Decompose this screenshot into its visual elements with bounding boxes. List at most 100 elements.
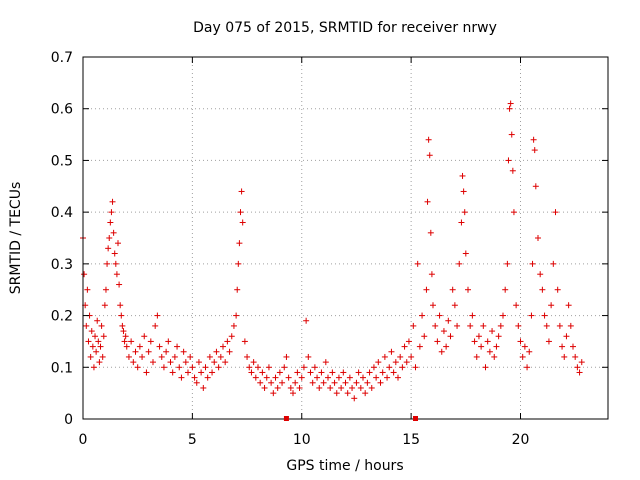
data-point: [118, 312, 125, 319]
data-point: [176, 364, 183, 371]
axis-markers: [283, 416, 418, 421]
data-point: [454, 322, 461, 329]
data-point: [113, 271, 120, 278]
data-point: [307, 369, 314, 376]
data-point: [305, 353, 312, 360]
data-point: [539, 286, 546, 293]
axis-marker: [283, 416, 289, 421]
data-point: [147, 338, 154, 345]
data-point: [505, 157, 512, 164]
data-point: [325, 374, 331, 381]
data-point: [436, 312, 443, 319]
data-point: [123, 343, 130, 350]
data-point: [134, 364, 141, 371]
data-point: [314, 374, 321, 381]
data-point: [187, 353, 194, 360]
data-point: [117, 302, 124, 309]
data-point: [158, 353, 165, 360]
data-point: [143, 369, 150, 376]
data-point: [405, 338, 412, 345]
data-point: [145, 348, 152, 355]
data-point: [160, 364, 167, 371]
data-point: [381, 353, 388, 360]
data-point: [349, 384, 356, 391]
data-point: [504, 260, 511, 267]
data-point: [412, 364, 419, 371]
data-point: [226, 348, 233, 355]
data-point: [478, 343, 485, 350]
data-point: [459, 172, 466, 179]
data-point: [156, 343, 163, 350]
data-point: [198, 369, 205, 376]
data-point: [495, 333, 502, 340]
data-point: [84, 286, 91, 293]
y-tick-label: 0.6: [51, 102, 73, 118]
x-tick-label: 0: [79, 432, 88, 448]
data-point: [379, 369, 386, 376]
data-point: [513, 302, 520, 309]
data-point: [303, 317, 310, 324]
data-point: [180, 348, 187, 355]
x-tick-label: 5: [188, 432, 197, 448]
data-point: [368, 384, 375, 391]
data-point: [178, 374, 185, 381]
data-point: [96, 359, 103, 366]
data-point: [460, 188, 467, 195]
data-point: [270, 390, 277, 397]
data-point: [556, 322, 563, 329]
data-point: [318, 369, 325, 376]
data-point: [486, 348, 493, 355]
data-point: [340, 369, 347, 376]
data-point: [399, 364, 406, 371]
data-point: [344, 390, 351, 397]
data-point: [217, 353, 224, 360]
data-point: [263, 374, 270, 381]
data-point: [290, 390, 296, 397]
data-point: [574, 364, 581, 371]
data-point: [510, 209, 517, 216]
data-point: [362, 390, 369, 397]
data-point: [128, 338, 135, 345]
data-point: [90, 364, 97, 371]
data-point: [421, 333, 428, 340]
grid-lines: [83, 57, 608, 419]
data-point: [403, 359, 410, 366]
data-point: [276, 369, 283, 376]
data-point: [228, 333, 235, 340]
data-point: [152, 322, 159, 329]
data-point: [473, 353, 480, 360]
data-point: [213, 348, 220, 355]
data-point: [139, 353, 146, 360]
data-point: [189, 364, 196, 371]
data-point: [274, 384, 281, 391]
x-tick-label: 15: [402, 432, 420, 448]
data-point: [335, 374, 342, 381]
data-point: [377, 379, 384, 386]
data-point: [200, 384, 207, 391]
data-point: [469, 312, 476, 319]
data-point: [447, 333, 454, 340]
data-point: [154, 312, 161, 319]
data-point: [233, 312, 240, 319]
y-tick-label: 0: [64, 412, 73, 428]
data-point: [120, 328, 127, 335]
data-point: [529, 260, 536, 267]
data-point: [99, 353, 106, 360]
y-tick-label: 0.2: [51, 309, 73, 325]
data-point: [480, 322, 487, 329]
data-point: [246, 364, 253, 371]
data-point: [85, 338, 92, 345]
data-point: [125, 353, 132, 360]
y-tick-label: 0.4: [51, 205, 73, 221]
data-point: [507, 100, 514, 107]
data-point: [500, 312, 506, 319]
data-point: [353, 379, 360, 386]
data-point: [423, 286, 430, 293]
data-point: [97, 343, 104, 350]
data-point: [268, 379, 275, 386]
data-point: [95, 338, 102, 345]
data-point: [116, 281, 123, 288]
data-point: [165, 338, 172, 345]
data-point: [438, 348, 445, 355]
data-point: [390, 369, 397, 376]
